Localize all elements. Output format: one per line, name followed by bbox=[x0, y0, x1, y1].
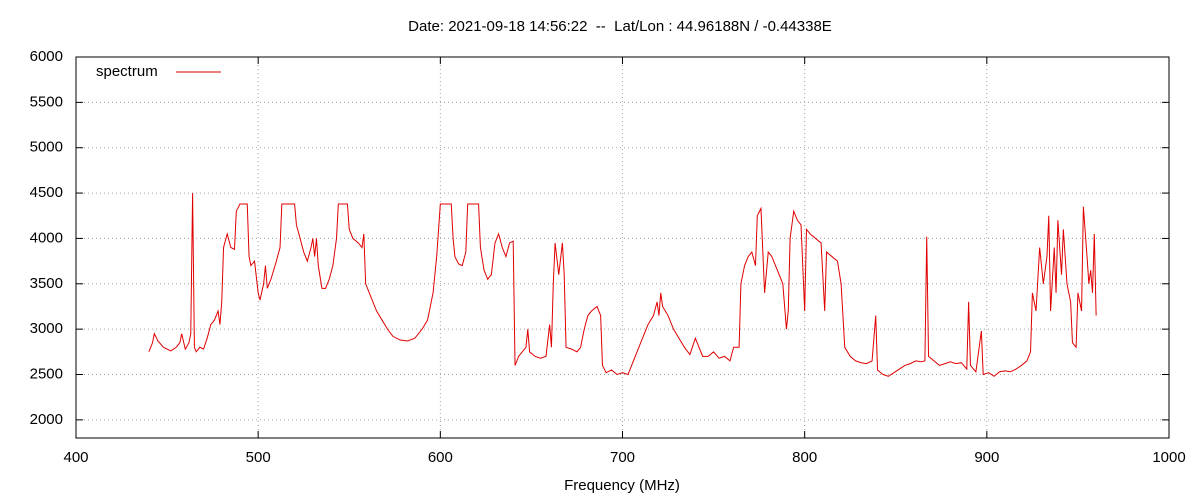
plot-frame bbox=[75, 56, 1170, 439]
spectrum-line bbox=[148, 193, 1097, 377]
y-tick-label: 3000 bbox=[30, 320, 63, 337]
x-tick-label: 600 bbox=[428, 449, 453, 466]
legend-label: spectrum bbox=[96, 63, 158, 80]
x-tick-label: 400 bbox=[63, 449, 88, 466]
y-tick-label: 5500 bbox=[30, 93, 63, 110]
x-axis-label: Frequency (MHz) bbox=[564, 477, 680, 494]
x-tick-label: 900 bbox=[974, 449, 999, 466]
x-tick-label: 800 bbox=[792, 449, 817, 466]
chart-title: Date: 2021-09-18 14:56:22 -- Lat/Lon : 4… bbox=[408, 18, 832, 35]
y-tick-label: 2500 bbox=[30, 365, 63, 382]
x-tick-label: 700 bbox=[610, 449, 635, 466]
y-tick-label: 4000 bbox=[30, 229, 63, 246]
y-tick-label: 2000 bbox=[30, 411, 63, 428]
y-tick-label: 5000 bbox=[30, 139, 63, 156]
x-tick-label: 1000 bbox=[1152, 449, 1185, 466]
y-tick-label: 4500 bbox=[30, 184, 63, 201]
x-tick-label: 500 bbox=[246, 449, 271, 466]
y-tick-label: 3500 bbox=[30, 275, 63, 292]
y-tick-label: 6000 bbox=[30, 48, 63, 65]
